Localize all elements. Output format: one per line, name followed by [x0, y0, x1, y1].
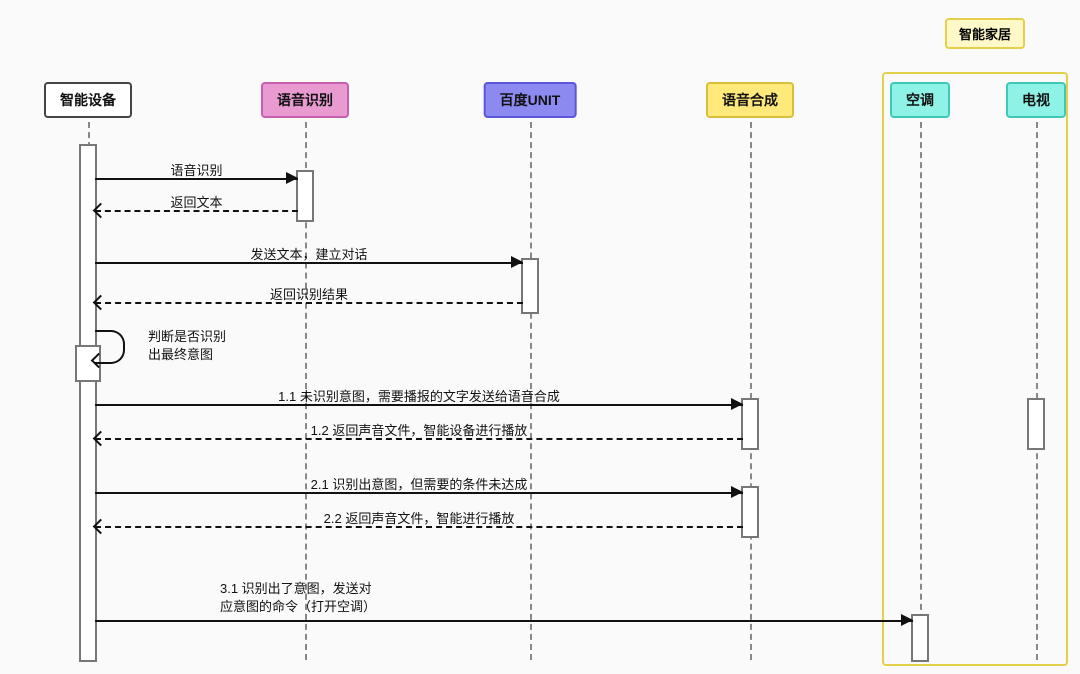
message-label-6: 2.1 识别出意图，但需要的条件未达成 [311, 474, 528, 493]
sequence-diagram: 智能家居智能设备语音识别百度UNIT语音合成空调电视语音识别返回文本发送文本，建… [0, 0, 1080, 674]
lifeline-ac [920, 112, 922, 660]
message-6-head [731, 486, 743, 498]
activation-ac-6 [911, 614, 929, 662]
message-label-3: 返回识别结果 [270, 284, 348, 303]
participant-ac: 空调 [890, 82, 950, 118]
lifeline-tv [1036, 112, 1038, 660]
activation-tts-4 [741, 398, 759, 450]
group-label: 智能家居 [945, 18, 1025, 49]
participant-asr: 语音识别 [261, 82, 349, 118]
message-label-7: 2.2 返回声音文件，智能进行播放 [324, 508, 515, 527]
message-8-head [901, 614, 913, 626]
activation-tts-5 [741, 486, 759, 538]
activation-tv-7 [1027, 398, 1045, 450]
participant-unit: 百度UNIT [484, 82, 577, 118]
activation-device-0 [79, 144, 97, 662]
group-frame [882, 72, 1068, 666]
participant-tts: 语音合成 [706, 82, 794, 118]
message-label-1: 返回文本 [170, 192, 222, 211]
message-4-head [731, 398, 743, 410]
message-label-2: 发送文本，建立对话 [250, 244, 367, 263]
message-2-head [511, 256, 523, 268]
lifeline-tts [750, 112, 752, 660]
activation-unit-3 [521, 258, 539, 314]
participant-tv: 电视 [1006, 82, 1066, 118]
message-label-0: 语音识别 [170, 160, 222, 179]
message-8 [95, 620, 913, 622]
message-label-5: 1.2 返回声音文件，智能设备进行播放 [311, 420, 528, 439]
activation-asr-2 [296, 170, 314, 222]
message-0-head [286, 172, 298, 184]
self-message-label: 判断是否识别 出最终意图 [148, 328, 226, 363]
message-label-8: 3.1 识别出了意图，发送对 应意图的命令（打开空调） [220, 580, 376, 615]
message-label-4: 1.1 未识别意图，需要播报的文字发送给语音合成 [278, 386, 560, 405]
participant-device: 智能设备 [44, 82, 132, 118]
